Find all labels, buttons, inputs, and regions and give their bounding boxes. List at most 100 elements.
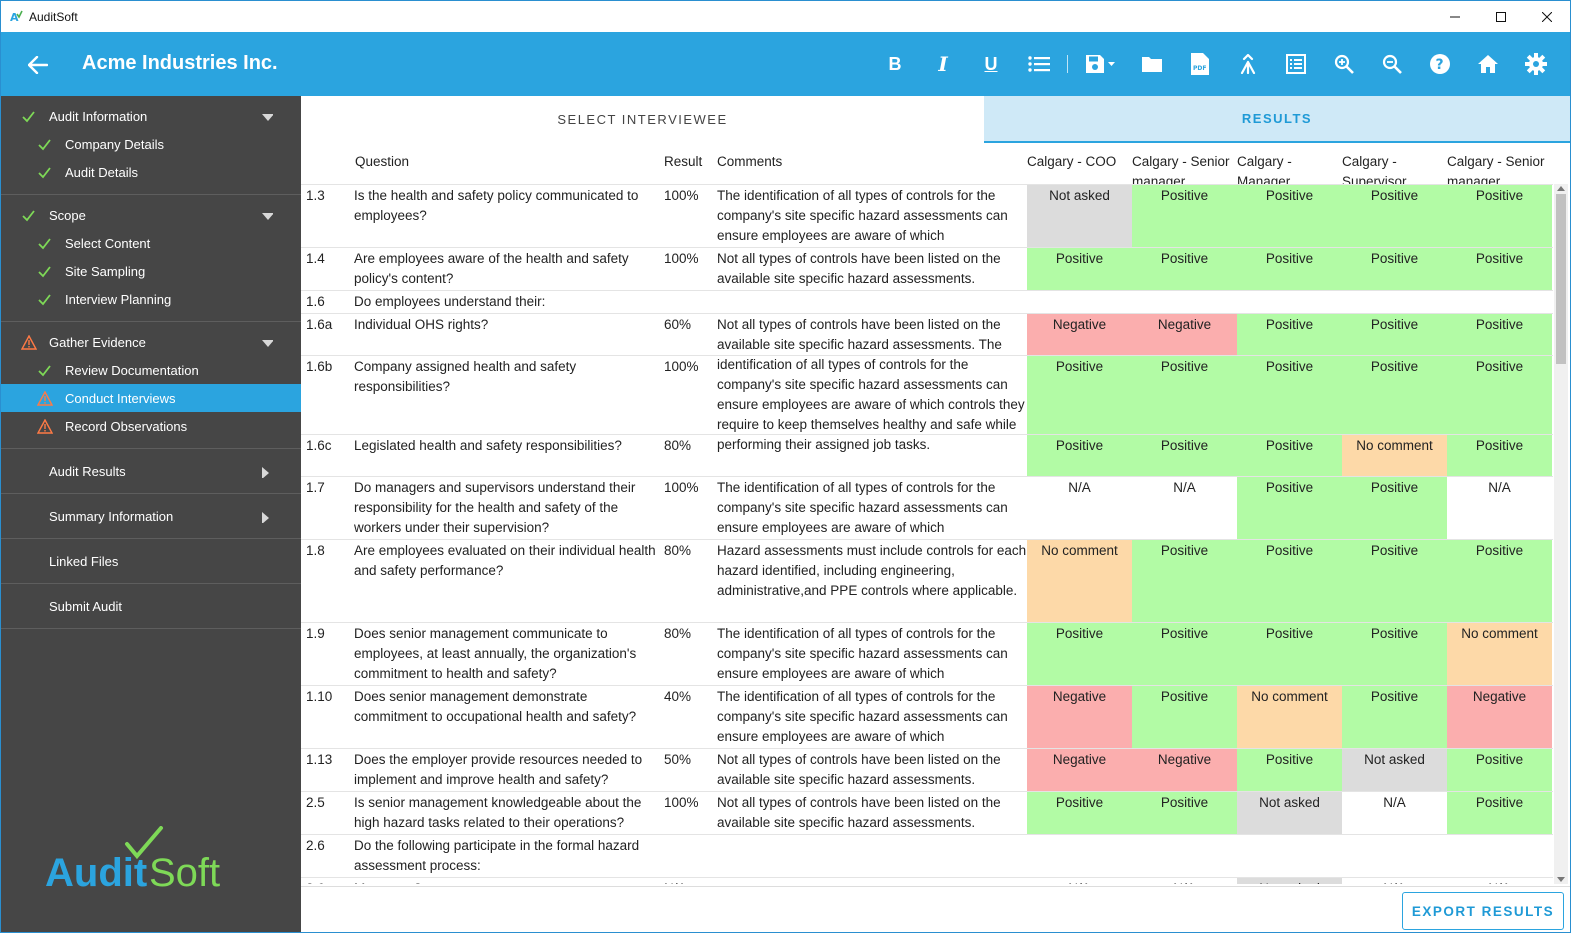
sidebar-link[interactable]: Submit Audit	[1, 587, 301, 625]
underline-button[interactable]: U	[967, 48, 1015, 80]
answer-cell[interactable]: Positive	[1237, 185, 1342, 247]
scroll-down-icon[interactable]	[1557, 877, 1565, 882]
answer-cell[interactable]: Positive	[1132, 185, 1237, 247]
sidebar-section-header[interactable]: Gather Evidence	[1, 328, 301, 356]
minimize-button[interactable]	[1432, 1, 1478, 32]
answer-cell[interactable]: No comment	[1237, 686, 1342, 748]
sidebar-item[interactable]: Company Details	[1, 130, 301, 158]
answer-cell[interactable]: Positive	[1237, 623, 1342, 685]
table-row[interactable]: No comment Positive Positive Positive Positi…	[301, 539, 1553, 622]
tab-results[interactable]: RESULTS	[984, 96, 1570, 143]
open-folder-button[interactable]	[1128, 48, 1176, 80]
answer-cell[interactable]: No comment	[1447, 623, 1552, 685]
answer-cell[interactable]: N/A	[1342, 878, 1447, 884]
sidebar-item[interactable]: Conduct Interviews	[1, 384, 301, 412]
answer-cell[interactable]	[1132, 291, 1237, 313]
sidebar-item[interactable]: Interview Planning	[1, 285, 301, 313]
sidebar-item[interactable]: Review Documentation	[1, 356, 301, 384]
answer-cell[interactable]: Positive	[1132, 540, 1237, 622]
export-results-button[interactable]: EXPORT RESULTS	[1402, 892, 1564, 930]
answer-cell[interactable]: Negative	[1132, 314, 1237, 355]
table-row[interactable]: Negative Positive No comment Positive Negati…	[301, 685, 1553, 748]
answer-cell[interactable]	[1342, 835, 1447, 877]
answer-cell[interactable]: N/A	[1383, 795, 1406, 810]
answer-cell[interactable]: Positive	[1342, 185, 1447, 247]
answer-cell[interactable]: Negative	[1027, 314, 1132, 355]
answer-cell[interactable]: No comment	[1342, 435, 1447, 476]
answer-cell[interactable]: Positive	[1342, 540, 1447, 622]
back-arrow-icon[interactable]	[21, 48, 55, 82]
answer-cell[interactable]	[1027, 835, 1132, 877]
answer-cell[interactable]: Positive	[1447, 248, 1552, 290]
answer-cell[interactable]: Not asked	[1027, 185, 1132, 247]
answer-cell[interactable]: Positive	[1237, 477, 1342, 539]
merge-button[interactable]	[1224, 48, 1272, 80]
answer-cell[interactable]: Positive	[1342, 314, 1447, 355]
answer-cell[interactable]: Positive	[1027, 248, 1132, 290]
answer-cell[interactable]	[1342, 291, 1447, 313]
table-row[interactable]: N/A N/A Positive Positive N/A 1.7 Do managers …	[301, 476, 1553, 539]
table-row[interactable]: Not asked Positive Positive Positive Positiv…	[301, 184, 1553, 247]
sidebar-item[interactable]: Record Observations	[1, 412, 301, 440]
answer-cell[interactable]: Positive	[1132, 686, 1237, 748]
sidebar-section-header[interactable]: Summary Information	[1, 497, 301, 535]
answer-cell[interactable]: Positive	[1342, 248, 1447, 290]
table-row[interactable]: Positive Positive Positive Positive Positive…	[301, 247, 1553, 290]
caret-down-icon[interactable]	[261, 111, 274, 121]
answer-cell[interactable]: Negative	[1447, 686, 1552, 748]
answer-cell[interactable]: Positive	[1447, 185, 1552, 247]
answer-cell[interactable]: Positive	[1027, 792, 1132, 834]
close-button[interactable]	[1524, 1, 1570, 32]
answer-cell[interactable]: Positive	[1132, 623, 1237, 685]
tab-select-interviewee[interactable]: SELECT INTERVIEWEE	[301, 96, 984, 143]
table-row[interactable]: Positive Positive Not asked N/A Positive 2.5 I…	[301, 791, 1553, 834]
table-row[interactable]: 2.6 Do the following participate in the f…	[301, 834, 1553, 877]
answer-cell[interactable]: Positive	[1237, 356, 1342, 434]
answer-cell[interactable]: N/A	[1488, 480, 1511, 495]
caret-right-icon[interactable]	[261, 511, 271, 524]
table-row[interactable]: Negative Negative Positive Not asked Positiv…	[301, 748, 1553, 791]
answer-cell[interactable]: Not asked	[1237, 878, 1342, 884]
answer-cell[interactable]: Positive	[1342, 686, 1447, 748]
sidebar-item[interactable]: Select Content	[1, 229, 301, 257]
answer-cell[interactable]: Positive	[1132, 435, 1237, 476]
answer-cell[interactable]: N/A	[1132, 878, 1237, 884]
answer-cell[interactable]: Positive	[1027, 435, 1132, 476]
pdf-button[interactable]: PDF	[1176, 48, 1224, 80]
answer-cell[interactable]: Negative	[1132, 749, 1237, 791]
answer-cell[interactable]: Positive	[1132, 792, 1237, 834]
scroll-up-icon[interactable]	[1557, 186, 1565, 191]
save-button[interactable]	[1072, 48, 1128, 80]
sidebar-section-header[interactable]: Audit Information	[1, 102, 301, 130]
scrollbar-thumb[interactable]	[1556, 194, 1566, 364]
answer-cell[interactable]: Positive	[1342, 623, 1447, 685]
answer-cell[interactable]: Positive	[1237, 314, 1342, 355]
sidebar-section-header[interactable]: Scope	[1, 201, 301, 229]
answer-cell[interactable]	[1027, 291, 1132, 313]
home-button[interactable]	[1464, 48, 1512, 80]
table-row[interactable]: Positive Positive Positive Positive Positive…	[301, 355, 1553, 434]
table-row[interactable]: Positive Positive Positive Positive No comme…	[301, 622, 1553, 685]
settings-button[interactable]	[1512, 48, 1560, 80]
answer-cell[interactable]: Positive	[1237, 749, 1342, 791]
italic-button[interactable]: I	[919, 48, 967, 80]
answer-cell[interactable]: Positive	[1447, 792, 1552, 834]
answer-cell[interactable]	[1237, 835, 1342, 877]
sidebar-item[interactable]: Site Sampling	[1, 257, 301, 285]
answer-cell[interactable]	[1447, 835, 1552, 877]
bold-button[interactable]: B	[871, 48, 919, 80]
table-row[interactable]: Negative Negative Positive Positive Positive…	[301, 313, 1553, 452]
answer-cell[interactable]: No comment	[1027, 540, 1132, 622]
answer-cell[interactable]: Positive	[1132, 356, 1237, 434]
answer-cell[interactable]: Positive	[1237, 248, 1342, 290]
caret-right-icon[interactable]	[261, 466, 271, 479]
zoom-in-button[interactable]	[1320, 48, 1368, 80]
table-row[interactable]: 1.6 Do employees understand their:	[301, 290, 1553, 313]
answer-cell[interactable]: Positive	[1447, 540, 1552, 622]
answer-cell[interactable]	[1132, 835, 1237, 877]
sidebar-item[interactable]: Audit Details	[1, 158, 301, 186]
answer-cell[interactable]: Positive	[1027, 623, 1132, 685]
answer-cell[interactable]: N/A	[1447, 878, 1552, 884]
table-row[interactable]: Positive Positive Positive No comment Positi…	[301, 434, 1553, 476]
